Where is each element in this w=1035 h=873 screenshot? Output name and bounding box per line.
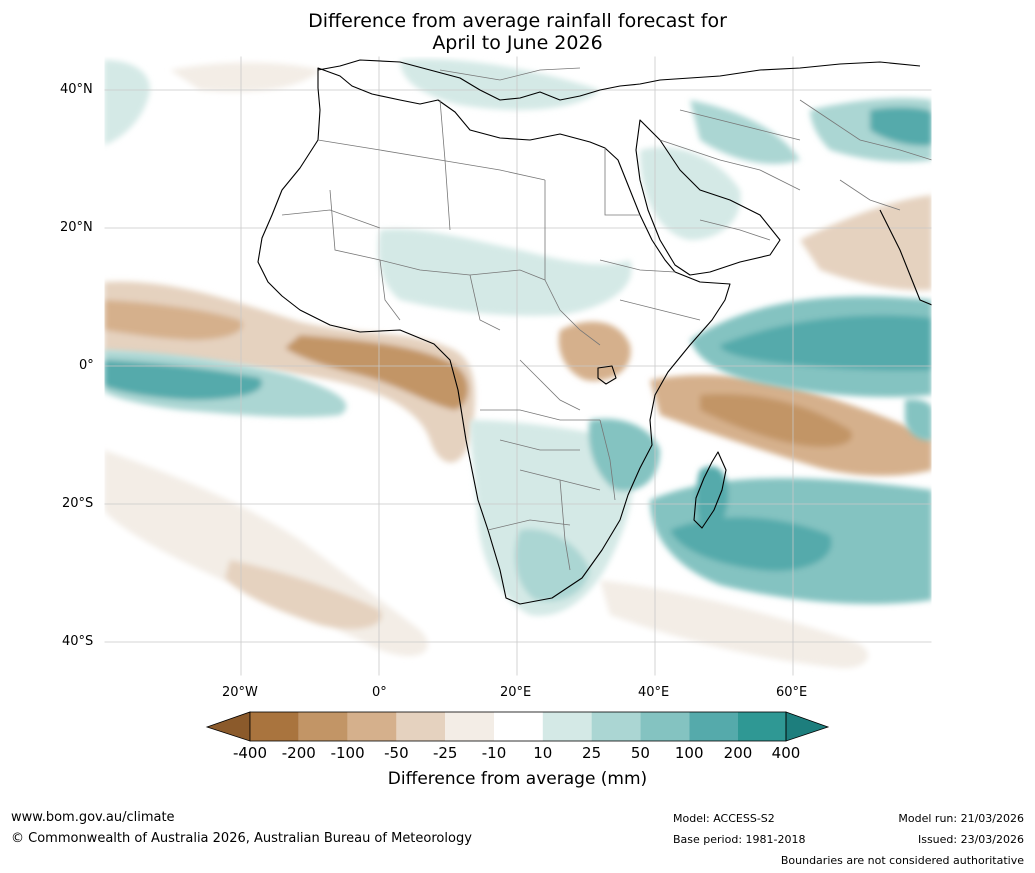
lake-victoria [597, 365, 617, 385]
model-name: Model: ACCESS-S2 [673, 812, 775, 825]
colorbar-label: -50 [384, 744, 409, 762]
model-run: Model run: 21/03/2026 [898, 812, 1024, 825]
dry-south-indian-patch [600, 580, 869, 669]
colorbar-segment [347, 712, 397, 741]
colorbar-label: -100 [330, 744, 365, 762]
colorbar-segment [591, 712, 641, 741]
colorbar-label: 100 [674, 744, 704, 762]
colorbar-segment [396, 712, 446, 741]
wet-middle-east [690, 100, 800, 164]
lat-label-20n: 20°N [60, 220, 93, 235]
colorbar-label: 50 [630, 744, 650, 762]
wet-madagascar [696, 466, 729, 532]
colorbar-extend-low [205, 711, 251, 742]
madagascar-coastline [693, 451, 727, 529]
lon-label-20e: 20°E [500, 685, 532, 700]
colorbar-segment [738, 712, 786, 741]
arabia-coastline [635, 119, 781, 276]
lat-label-20s: 20°S [62, 496, 94, 511]
colorbar-segment [445, 712, 494, 741]
colorbar-segment [298, 712, 348, 741]
wet-mozambique [588, 418, 660, 491]
colorbar-label: -10 [481, 744, 507, 762]
africa-coastline [257, 67, 731, 605]
dry-north-atlantic [170, 62, 320, 92]
lon-label-40e: 40°E [638, 685, 670, 700]
wet-sahel [378, 229, 632, 316]
wet-north-indian-core [720, 315, 932, 371]
colorbar-label: 200 [723, 744, 753, 762]
title-line-1: Difference from average rainfall forecas… [308, 10, 727, 32]
website-link[interactable]: www.bom.gov.au/climate [11, 810, 175, 825]
wet-east-lakes-patch [905, 399, 932, 441]
dry-indian-ocean-core [700, 394, 852, 447]
lon-label-0: 0° [372, 685, 387, 700]
base-period: Base period: 1981-2018 [673, 833, 806, 846]
wet-arabia [640, 147, 741, 240]
wet-southern-africa [470, 420, 634, 616]
dry-core-gulf-guinea [285, 335, 469, 410]
colorbar-label: 400 [771, 744, 801, 762]
colorbar [205, 711, 830, 742]
lat-label-0: 0° [79, 358, 94, 373]
colorbar-segment [250, 712, 299, 741]
colorbar-extend-high [785, 711, 830, 742]
europe-coastline [317, 59, 921, 101]
wet-north-atlantic [104, 60, 150, 145]
dry-anomaly-shading [104, 62, 932, 669]
colorbar-title: Difference from average (mm) [387, 769, 648, 789]
wet-core-atlantic [104, 360, 262, 400]
wet-anomaly-shading [104, 59, 932, 616]
lat-label-40s: 40°S [62, 634, 94, 649]
graticule-lines [104, 56, 932, 676]
lon-label-20w: 20°W [222, 685, 258, 700]
boundaries-disclaimer: Boundaries are not considered authoritat… [780, 854, 1024, 867]
colorbar-segment [640, 712, 690, 741]
colorbar-label: 25 [582, 744, 602, 762]
coastlines [257, 59, 932, 605]
india-coastline [879, 209, 932, 306]
map-title: Difference from average rainfall forecas… [0, 10, 1035, 54]
copyright-text: © Commonwealth of Australia 2026, Austra… [11, 831, 472, 846]
map-area [104, 56, 932, 676]
colorbar-label: -400 [232, 744, 268, 762]
colorbar-outline [249, 711, 787, 742]
dry-core-atlantic [104, 300, 243, 340]
dry-south-atlantic-patch [225, 560, 382, 630]
issued-date: Issued: 23/03/2026 [917, 833, 1024, 846]
wet-southern-africa-core [515, 529, 590, 602]
colorbar-segment [542, 712, 592, 741]
country-boundaries [281, 67, 932, 571]
lon-label-60e: 60°E [776, 685, 808, 700]
colorbar-segment [494, 712, 543, 741]
colorbar-label: -25 [432, 744, 458, 762]
wet-central-asia-core [870, 107, 932, 146]
colorbar-label: 10 [533, 744, 553, 762]
dry-arabian-sea [800, 195, 932, 291]
lat-label-40n: 40°N [60, 82, 93, 97]
colorbar-segment [689, 712, 738, 741]
colorbar-label: -200 [281, 744, 316, 762]
title-line-2: April to June 2026 [432, 32, 603, 54]
